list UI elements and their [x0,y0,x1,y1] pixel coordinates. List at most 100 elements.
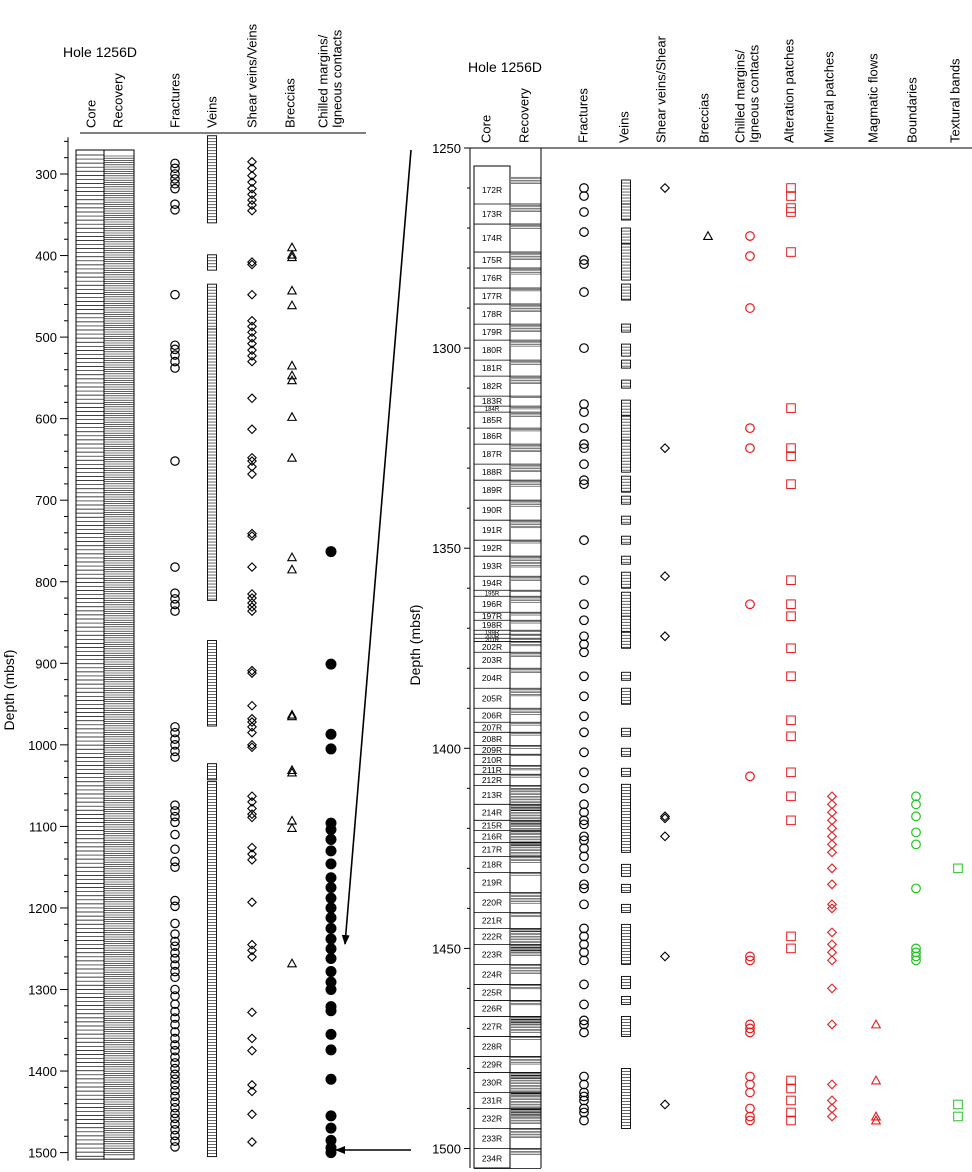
left-breccias-marker [286,249,298,259]
left-fractures-marker [170,588,180,598]
left-breccias-marker [286,452,298,462]
left-fractures-marker [170,356,180,367]
right-fractures-marker [579,947,589,958]
right-fractures-marker [579,259,589,269]
right-alteration-patches-marker [786,451,796,461]
right-veins-mark [621,903,631,913]
left-tick-label: 300 [35,167,57,182]
right-mineral-patches-marker [826,927,838,938]
left-chilled-margins-igneous-contacts-marker [325,743,337,755]
right-alteration-patches-marker [786,183,796,193]
left-shear-veins-veins-marker [247,456,257,467]
right-core-column: 172R 173R 174R 175R 176R 177R 178R 179R 180R 181R… [473,148,542,1169]
core-label: 191R [482,525,502,535]
left-fractures-marker [170,722,180,732]
right-alteration-patches-marker [786,575,796,586]
right-fractures-marker [579,443,589,454]
left-shear-veins-veins-marker [247,727,257,738]
left-fractures-marker [170,948,180,958]
left-chilled-margins-igneous-contacts-marker [325,953,337,965]
right-fractures-marker [579,807,589,818]
core-label: 197R [482,611,502,621]
left-fractures-marker [170,205,180,215]
left-fractures-marker [170,363,180,373]
right-fractures-marker [579,479,589,490]
right-chilled-margins-igneous-contacts-marker [745,1079,755,1090]
core-label: 233R [482,1133,502,1143]
left-shear-veins-veins-marker [247,796,257,807]
right-veins-mark [621,727,631,737]
left-breccias-marker [286,710,298,721]
left-fractures-marker [170,901,180,912]
left-shear-veins-veins-marker [247,713,257,724]
left-breccias-marker [286,958,298,968]
core-label: 206R [482,710,502,720]
left-fractures-marker [170,1124,180,1135]
left-fractures-marker [170,752,180,762]
core-label: 177R [482,291,502,301]
left-veins-mark [207,640,217,727]
left-fractures-marker [170,1063,180,1074]
right-fractures-marker [579,575,589,586]
right-boundaries-marker [911,811,921,822]
column-header-shear-veins-shear: Shear veins/Shear [654,35,669,143]
left-shear-veins-veins-marker [247,205,257,216]
right-magmatic-flows-marker [870,1075,882,1085]
left-shear-veins-veins-marker [247,469,257,480]
left-shear-veins-veins-marker [247,951,257,962]
right-fractures-marker [579,979,589,990]
left-fractures-marker [170,1119,180,1129]
left-shear-veins-veins-marker [247,461,257,472]
left-y-axis-label: Depth (mbsf) [1,650,17,731]
left-veins-mark [207,135,217,224]
left-shear-veins-veins-marker [247,1033,257,1044]
core-label: 195R [485,591,500,597]
right-magmatic-flows-marker [870,1019,882,1029]
right-fractures-marker [579,459,589,470]
right-mineral-patches-marker [826,863,838,874]
left-fractures-marker [170,991,180,1001]
right-chilled-margins-igneous-contacts-marker [745,1087,755,1098]
right-fractures-marker [579,647,589,658]
left-fractures-marker [170,1019,180,1030]
right-chilled-margins-igneous-contacts-marker [745,231,755,241]
left-fractures-marker [170,1013,180,1023]
right-column-headers: Core Recovery Fractures Veins Shear veins/Sh… [479,35,963,143]
left-title: Hole 1256D [63,44,137,60]
right-alteration-patches-marker [786,1083,796,1094]
left-chilled-margins-igneous-contacts-marker [325,984,337,995]
core-label: 196R [482,599,502,609]
core-label: 230R [482,1077,502,1087]
left-fractures-marker [170,169,180,179]
left-shear-veins-veins-marker [247,531,257,542]
right-fractures-marker [579,423,589,434]
column-header-fractures: Fractures [576,88,591,143]
right-shear-veins-shear-marker [659,182,671,194]
right-veins-mark [621,687,631,705]
core-label: 188R [482,467,502,477]
left-tick-label: 900 [35,656,57,671]
core-label: 228R [482,1041,502,1051]
right-veins-mark [621,995,631,1005]
right-alteration-patches-marker [786,1115,796,1126]
left-fractures-marker [170,1069,180,1080]
left-breccias-marker [286,411,298,421]
right-alteration-patches-marker [786,931,796,942]
right-textural-bands-marker [953,1099,963,1110]
core-label: 190R [482,505,502,515]
left-tick-label: 1100 [29,819,57,834]
column-header-alteration-patches: Alteration patches [782,38,797,143]
left-chilled-margins-igneous-contacts-marker [325,872,337,884]
left-breccias-marker [286,564,298,574]
left-shear-veins-veins-marker [247,1086,257,1097]
left-chilled-margins-igneous-contacts-marker [325,833,337,845]
right-boundaries-marker [911,791,921,802]
right-textural-bands-marker [953,1111,963,1122]
left-chilled-margins-igneous-contacts-marker [325,922,337,934]
left-fractures-marker [170,1074,180,1085]
column-header-boundaries: Boundaries [905,77,920,143]
right-panel: Hole 1256D Depth (mbsf) Core Recovery Frac… [407,35,972,1169]
right-fractures-marker [579,191,589,201]
core-label: 227R [482,1021,502,1031]
